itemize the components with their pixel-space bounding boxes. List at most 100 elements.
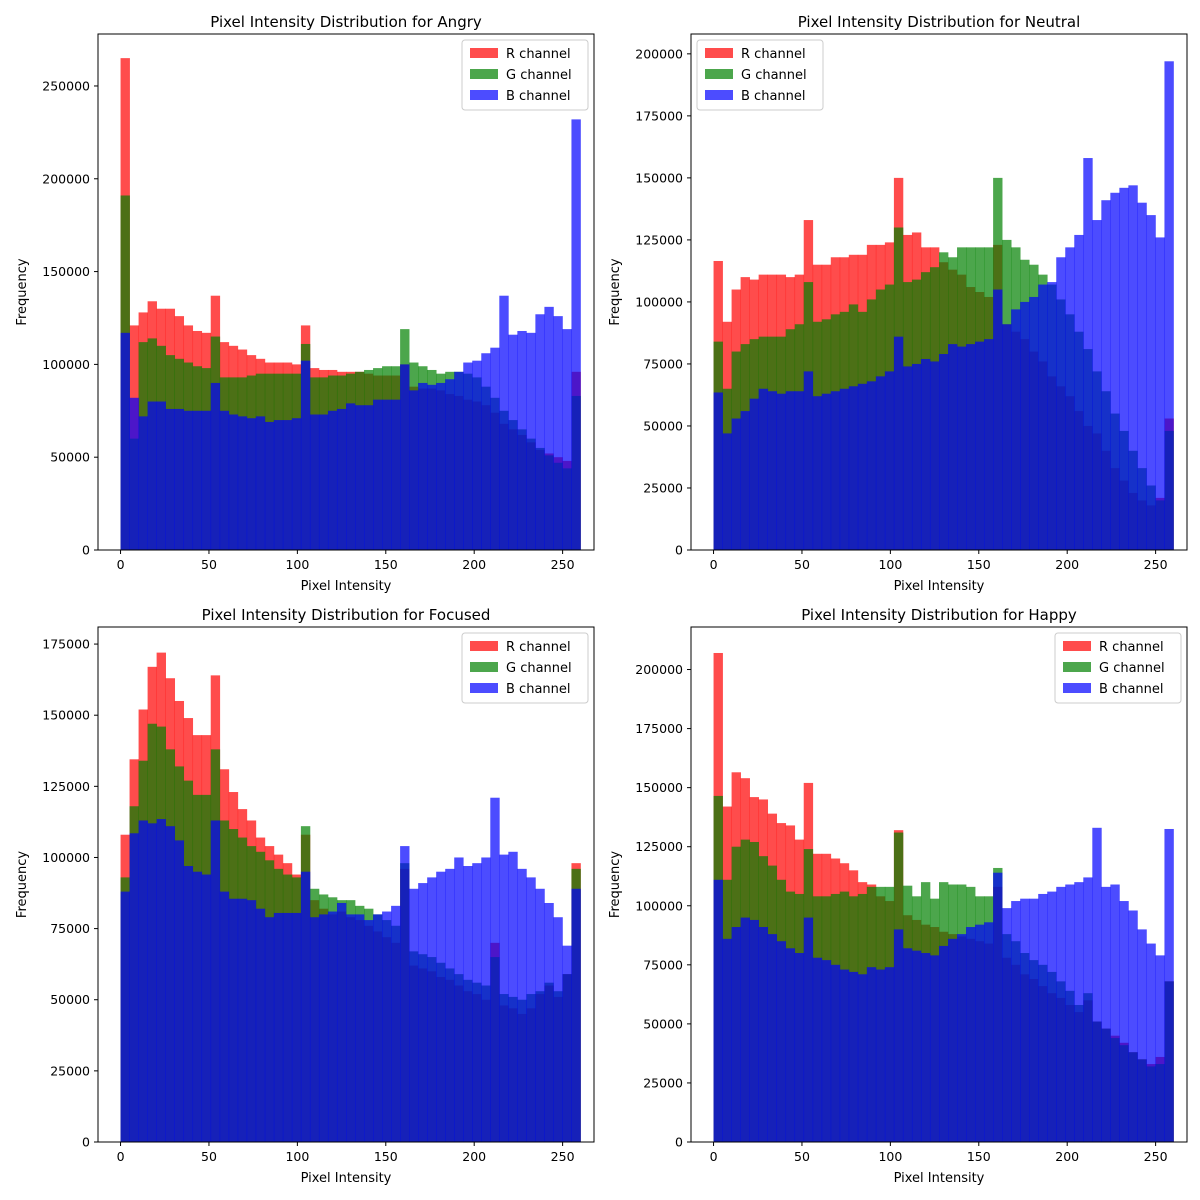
series-b-channel — [713, 827, 1174, 1142]
bar-b-19 — [884, 371, 895, 550]
x-tick-label: 150 — [967, 557, 991, 572]
chart-title: Pixel Intensity Distribution for Happy — [801, 606, 1077, 624]
x-tick-label: 0 — [117, 1149, 125, 1164]
legend-swatch-b — [470, 683, 498, 693]
bar-b-2 — [138, 416, 148, 550]
bar-b-12 — [228, 898, 239, 1142]
bar-b-22 — [318, 914, 329, 1142]
bar-b-39 — [472, 360, 482, 550]
y-axis-label: Frequency — [15, 851, 30, 918]
bar-b-22 — [911, 363, 922, 550]
bar-b-6 — [174, 840, 185, 1142]
bar-b-2 — [731, 927, 741, 1142]
bar-b-5 — [165, 826, 176, 1142]
y-tick-label: 100000 — [42, 850, 90, 865]
x-tick-label: 200 — [1055, 1149, 1079, 1164]
bar-b-16 — [264, 917, 275, 1142]
x-axis-label: Pixel Intensity — [301, 1171, 392, 1186]
bar-b-10 — [803, 917, 814, 1142]
bar-b-44 — [1110, 192, 1120, 550]
bar-b-32 — [409, 390, 419, 550]
legend-entry-g: G channel — [506, 68, 572, 83]
x-tick-label: 50 — [201, 1149, 217, 1164]
bar-b-36 — [1038, 284, 1048, 550]
bar-b-47 — [1137, 929, 1147, 1142]
bar-b-48 — [553, 917, 563, 1142]
bar-b-47 — [544, 306, 554, 550]
legend: R channel G channel B channel — [461, 39, 589, 111]
bar-b-41 — [1083, 158, 1093, 551]
bar-b-44 — [517, 330, 527, 550]
bar-b-37 — [1047, 891, 1057, 1142]
bar-b-42 — [499, 854, 509, 1142]
bar-b-17 — [866, 967, 877, 1142]
bar-b-30 — [984, 339, 994, 550]
bar-b-40 — [1074, 882, 1084, 1142]
bar-b-21 — [309, 414, 320, 550]
bar-b-21 — [902, 366, 913, 550]
bar-b-7 — [183, 410, 194, 550]
y-tick-label: 100000 — [635, 898, 683, 913]
y-tick-label: 200000 — [42, 171, 90, 186]
bar-b-31 — [400, 846, 410, 1142]
y-tick-label: 75000 — [643, 356, 683, 371]
bar-b-33 — [1011, 901, 1021, 1142]
bar-b-45 — [1119, 187, 1129, 550]
legend-swatch-g — [470, 662, 498, 672]
bar-b-48 — [553, 316, 563, 550]
bar-b-15 — [255, 908, 266, 1142]
legend-swatch-r — [705, 48, 733, 58]
bar-b-50 — [571, 888, 581, 1142]
bar-b-5 — [758, 927, 769, 1142]
bar-b-38 — [463, 362, 473, 550]
bar-b-36 — [445, 379, 455, 550]
axes-frame — [97, 33, 595, 551]
bar-b-12 — [821, 393, 832, 550]
y-tick-label: 100000 — [42, 357, 90, 372]
bar-b-8 — [192, 871, 203, 1142]
bar-b-39 — [1065, 884, 1075, 1142]
y-tick-label: 0 — [675, 1135, 683, 1150]
bar-b-0 — [120, 332, 130, 550]
bar-b-5 — [758, 388, 769, 550]
bar-b-15 — [848, 971, 859, 1142]
x-tick-label: 200 — [1055, 557, 1079, 572]
bar-b-20 — [893, 929, 904, 1142]
legend-swatch-r — [470, 48, 498, 58]
y-tick-label: 150000 — [42, 708, 90, 723]
x-axis-label: Pixel Intensity — [301, 579, 392, 594]
bar-b-27 — [364, 920, 374, 1142]
bar-b-1 — [722, 938, 732, 1142]
bar-b-45 — [1119, 901, 1129, 1142]
y-tick-label: 125000 — [635, 839, 683, 854]
bar-b-31 — [993, 872, 1003, 1142]
bar-b-43 — [508, 334, 518, 550]
x-tick-label: 100 — [878, 557, 902, 572]
bar-b-14 — [839, 969, 850, 1142]
y-tick-label: 50000 — [50, 450, 90, 465]
bar-b-25 — [346, 403, 356, 550]
bar-b-18 — [875, 969, 886, 1142]
bar-b-25 — [346, 914, 356, 1142]
bar-b-7 — [183, 866, 194, 1142]
bar-b-42 — [499, 295, 509, 550]
bar-b-15 — [848, 386, 859, 550]
bar-b-46 — [535, 314, 545, 550]
bar-b-31 — [993, 289, 1003, 550]
bar-b-46 — [1128, 185, 1138, 550]
bar-b-49 — [1155, 237, 1165, 551]
chart-panel-1: 0 50 100 150 200 250 0 50000 100000 150000 200000 2… — [15, 13, 595, 594]
x-tick-label: 150 — [374, 1149, 398, 1164]
y-axis-label: Frequency — [608, 851, 623, 918]
bar-b-5 — [165, 408, 176, 550]
bar-b-14 — [839, 388, 850, 550]
x-tick-label: 100 — [285, 1149, 309, 1164]
legend-swatch-r — [470, 641, 498, 651]
x-tick-label: 250 — [1144, 1149, 1168, 1164]
bar-b-34 — [427, 384, 437, 550]
y-tick-label: 250000 — [42, 78, 90, 93]
bar-b-9 — [794, 953, 805, 1142]
y-tick-label: 125000 — [42, 779, 90, 794]
bar-b-13 — [237, 416, 248, 550]
